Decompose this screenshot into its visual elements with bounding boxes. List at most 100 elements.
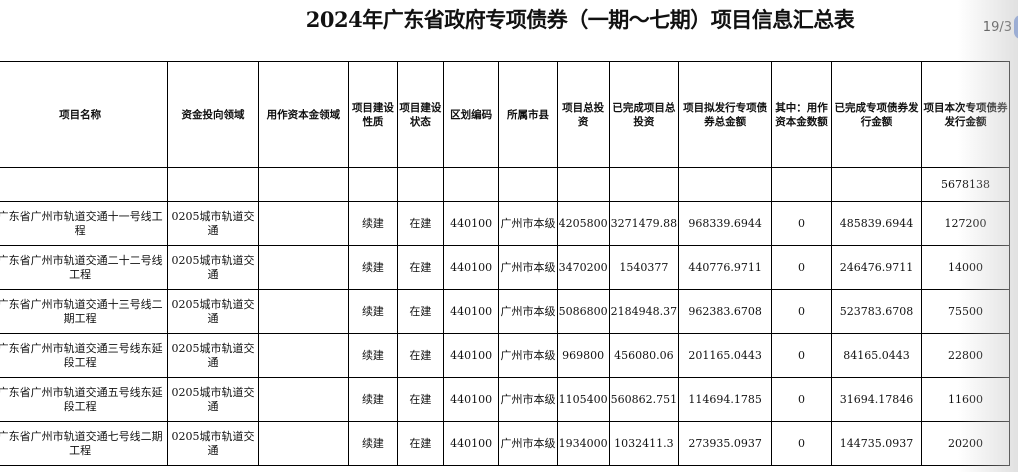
total-row: 5678138 bbox=[0, 167, 1010, 202]
table-cell: 440100 bbox=[442, 201, 500, 246]
table-cell: 广州市本级 bbox=[498, 289, 558, 334]
table-cell: 1032411.3 bbox=[608, 421, 680, 466]
table-cell: 523783.6708 bbox=[830, 289, 923, 334]
table-cell: 201165.0443 bbox=[678, 333, 773, 378]
table-cell: 75500 bbox=[921, 289, 1010, 334]
table-cell: 440100 bbox=[442, 245, 500, 290]
table-cell: 广州市本级 bbox=[498, 201, 558, 246]
table-cell: 246476.9711 bbox=[830, 245, 923, 290]
table-cell: 续建 bbox=[348, 201, 398, 246]
table-cell: 1540377 bbox=[608, 245, 680, 290]
table-cell: 在建 bbox=[396, 201, 444, 246]
table-cell: 440100 bbox=[442, 377, 500, 422]
table-cell: 5086800 bbox=[556, 289, 610, 334]
table-cell: 0 bbox=[771, 201, 832, 246]
table-cell: 0205城市轨道交通 bbox=[167, 201, 259, 246]
table-cell: 969800 bbox=[556, 333, 610, 378]
project-summary-table: 项目名称 资金投向领域 用作资本金领域 项目建设性质 项目建设状态 区划编码 所属市县 项目总… bbox=[0, 61, 1010, 466]
table-cell: 续建 bbox=[348, 333, 398, 378]
table-cell: 续建 bbox=[348, 245, 398, 290]
table-cell: 31694.17846 bbox=[830, 377, 923, 422]
table-row: 广东省广州市轨道交通三号线东延段工程 0205城市轨道交通 续建 在建 440100 广州… bbox=[0, 333, 1010, 378]
table-cell: 广东省广州市轨道交通二十二号线工程 bbox=[0, 245, 169, 290]
column-header: 资金投向领域 bbox=[167, 61, 259, 168]
table-cell: 3470200 bbox=[556, 245, 610, 290]
table-cell: 11600 bbox=[921, 377, 1010, 422]
table-row: 广东省广州市轨道交通五号线东延段工程 0205城市轨道交通 续建 在建 440100 广州… bbox=[0, 377, 1010, 422]
table-row: 广东省广州市轨道交通十一号线工程 0205城市轨道交通 续建 在建 440100 广州市本… bbox=[0, 201, 1010, 246]
table-cell: 0205城市轨道交通 bbox=[167, 421, 259, 466]
scroll-handle[interactable] bbox=[1014, 15, 1018, 39]
table-cell: 在建 bbox=[396, 377, 444, 422]
column-header: 项目名称 bbox=[0, 61, 169, 168]
table-cell: 0 bbox=[771, 421, 832, 466]
column-header: 项目拟发行专项债券总金额 bbox=[678, 61, 773, 168]
table-cell: 968339.6944 bbox=[678, 201, 773, 246]
table-cell: 144735.0937 bbox=[830, 421, 923, 466]
table-cell: 273935.0937 bbox=[678, 421, 773, 466]
table-cell bbox=[257, 421, 350, 466]
table-cell: 20200 bbox=[921, 421, 1010, 466]
table-cell: 14000 bbox=[921, 245, 1010, 290]
table-cell: 0205城市轨道交通 bbox=[167, 377, 259, 422]
table-cell: 广州市本级 bbox=[498, 333, 558, 378]
table-cell: 0 bbox=[771, 333, 832, 378]
table-cell: 广东省广州市轨道交通三号线东延段工程 bbox=[0, 333, 169, 378]
page-indicator[interactable]: 19/3 bbox=[982, 20, 1012, 35]
table-row: 广东省广州市轨道交通七号线二期工程 0205城市轨道交通 续建 在建 440100 广州市… bbox=[0, 421, 1010, 466]
column-header: 已完成项目总投资 bbox=[608, 61, 680, 168]
column-header: 其中：用作资本金数额 bbox=[771, 61, 832, 168]
column-header: 项目建设性质 bbox=[348, 61, 398, 168]
column-header: 项目本次专项债券发行金额 bbox=[921, 61, 1010, 168]
table-cell: 广东省广州市轨道交通七号线二期工程 bbox=[0, 421, 169, 466]
table-cell: 560862.751 bbox=[608, 377, 680, 422]
table-cell: 广州市本级 bbox=[498, 421, 558, 466]
document-title: 2024年广东省政府专项债券（一期～七期）项目信息汇总表 bbox=[305, 7, 855, 32]
table-cell: 0 bbox=[771, 289, 832, 334]
column-header: 所属市县 bbox=[498, 61, 558, 168]
table-cell: 456080.06 bbox=[608, 333, 680, 378]
table-cell: 续建 bbox=[348, 377, 398, 422]
table-cell: 114694.1785 bbox=[678, 377, 773, 422]
table-cell bbox=[257, 201, 350, 246]
table-cell: 续建 bbox=[348, 289, 398, 334]
table-cell: 0205城市轨道交通 bbox=[167, 245, 259, 290]
table-cell: 1105400 bbox=[556, 377, 610, 422]
table-cell: 0205城市轨道交通 bbox=[167, 289, 259, 334]
total-issue-amount: 5678138 bbox=[921, 167, 1010, 202]
table-cell: 440776.9711 bbox=[678, 245, 773, 290]
table-cell: 广东省广州市轨道交通十三号线二期工程 bbox=[0, 289, 169, 334]
column-header: 项目总投资 bbox=[556, 61, 610, 168]
column-header: 区划编码 bbox=[442, 61, 500, 168]
table-cell: 4205800 bbox=[556, 201, 610, 246]
table-cell: 22800 bbox=[921, 333, 1010, 378]
table-cell: 485839.6944 bbox=[830, 201, 923, 246]
table-cell: 84165.0443 bbox=[830, 333, 923, 378]
table-cell: 在建 bbox=[396, 289, 444, 334]
table-cell: 续建 bbox=[348, 421, 398, 466]
table-cell: 广东省广州市轨道交通五号线东延段工程 bbox=[0, 377, 169, 422]
table-cell: 127200 bbox=[921, 201, 1010, 246]
table-cell: 广州市本级 bbox=[498, 245, 558, 290]
column-header: 用作资本金领域 bbox=[257, 61, 350, 168]
table-cell bbox=[257, 289, 350, 334]
table-cell: 1934000 bbox=[556, 421, 610, 466]
column-header: 项目建设状态 bbox=[396, 61, 444, 168]
table-cell: 440100 bbox=[442, 289, 500, 334]
table-cell bbox=[257, 245, 350, 290]
table-cell: 在建 bbox=[396, 245, 444, 290]
table-cell bbox=[257, 333, 350, 378]
column-header: 已完成专项债券发行金额 bbox=[830, 61, 923, 168]
table-cell: 0 bbox=[771, 377, 832, 422]
table-cell: 962383.6708 bbox=[678, 289, 773, 334]
table-cell bbox=[257, 377, 350, 422]
table-cell: 0205城市轨道交通 bbox=[167, 333, 259, 378]
table-cell: 在建 bbox=[396, 421, 444, 466]
table-cell: 440100 bbox=[442, 333, 500, 378]
table-cell: 2184948.37 bbox=[608, 289, 680, 334]
table-cell: 440100 bbox=[442, 421, 500, 466]
table-cell: 3271479.88 bbox=[608, 201, 680, 246]
table-cell: 广州市本级 bbox=[498, 377, 558, 422]
table-cell: 0 bbox=[771, 245, 832, 290]
header-row: 项目名称 资金投向领域 用作资本金领域 项目建设性质 项目建设状态 区划编码 所属市县 项目总… bbox=[0, 61, 1010, 168]
